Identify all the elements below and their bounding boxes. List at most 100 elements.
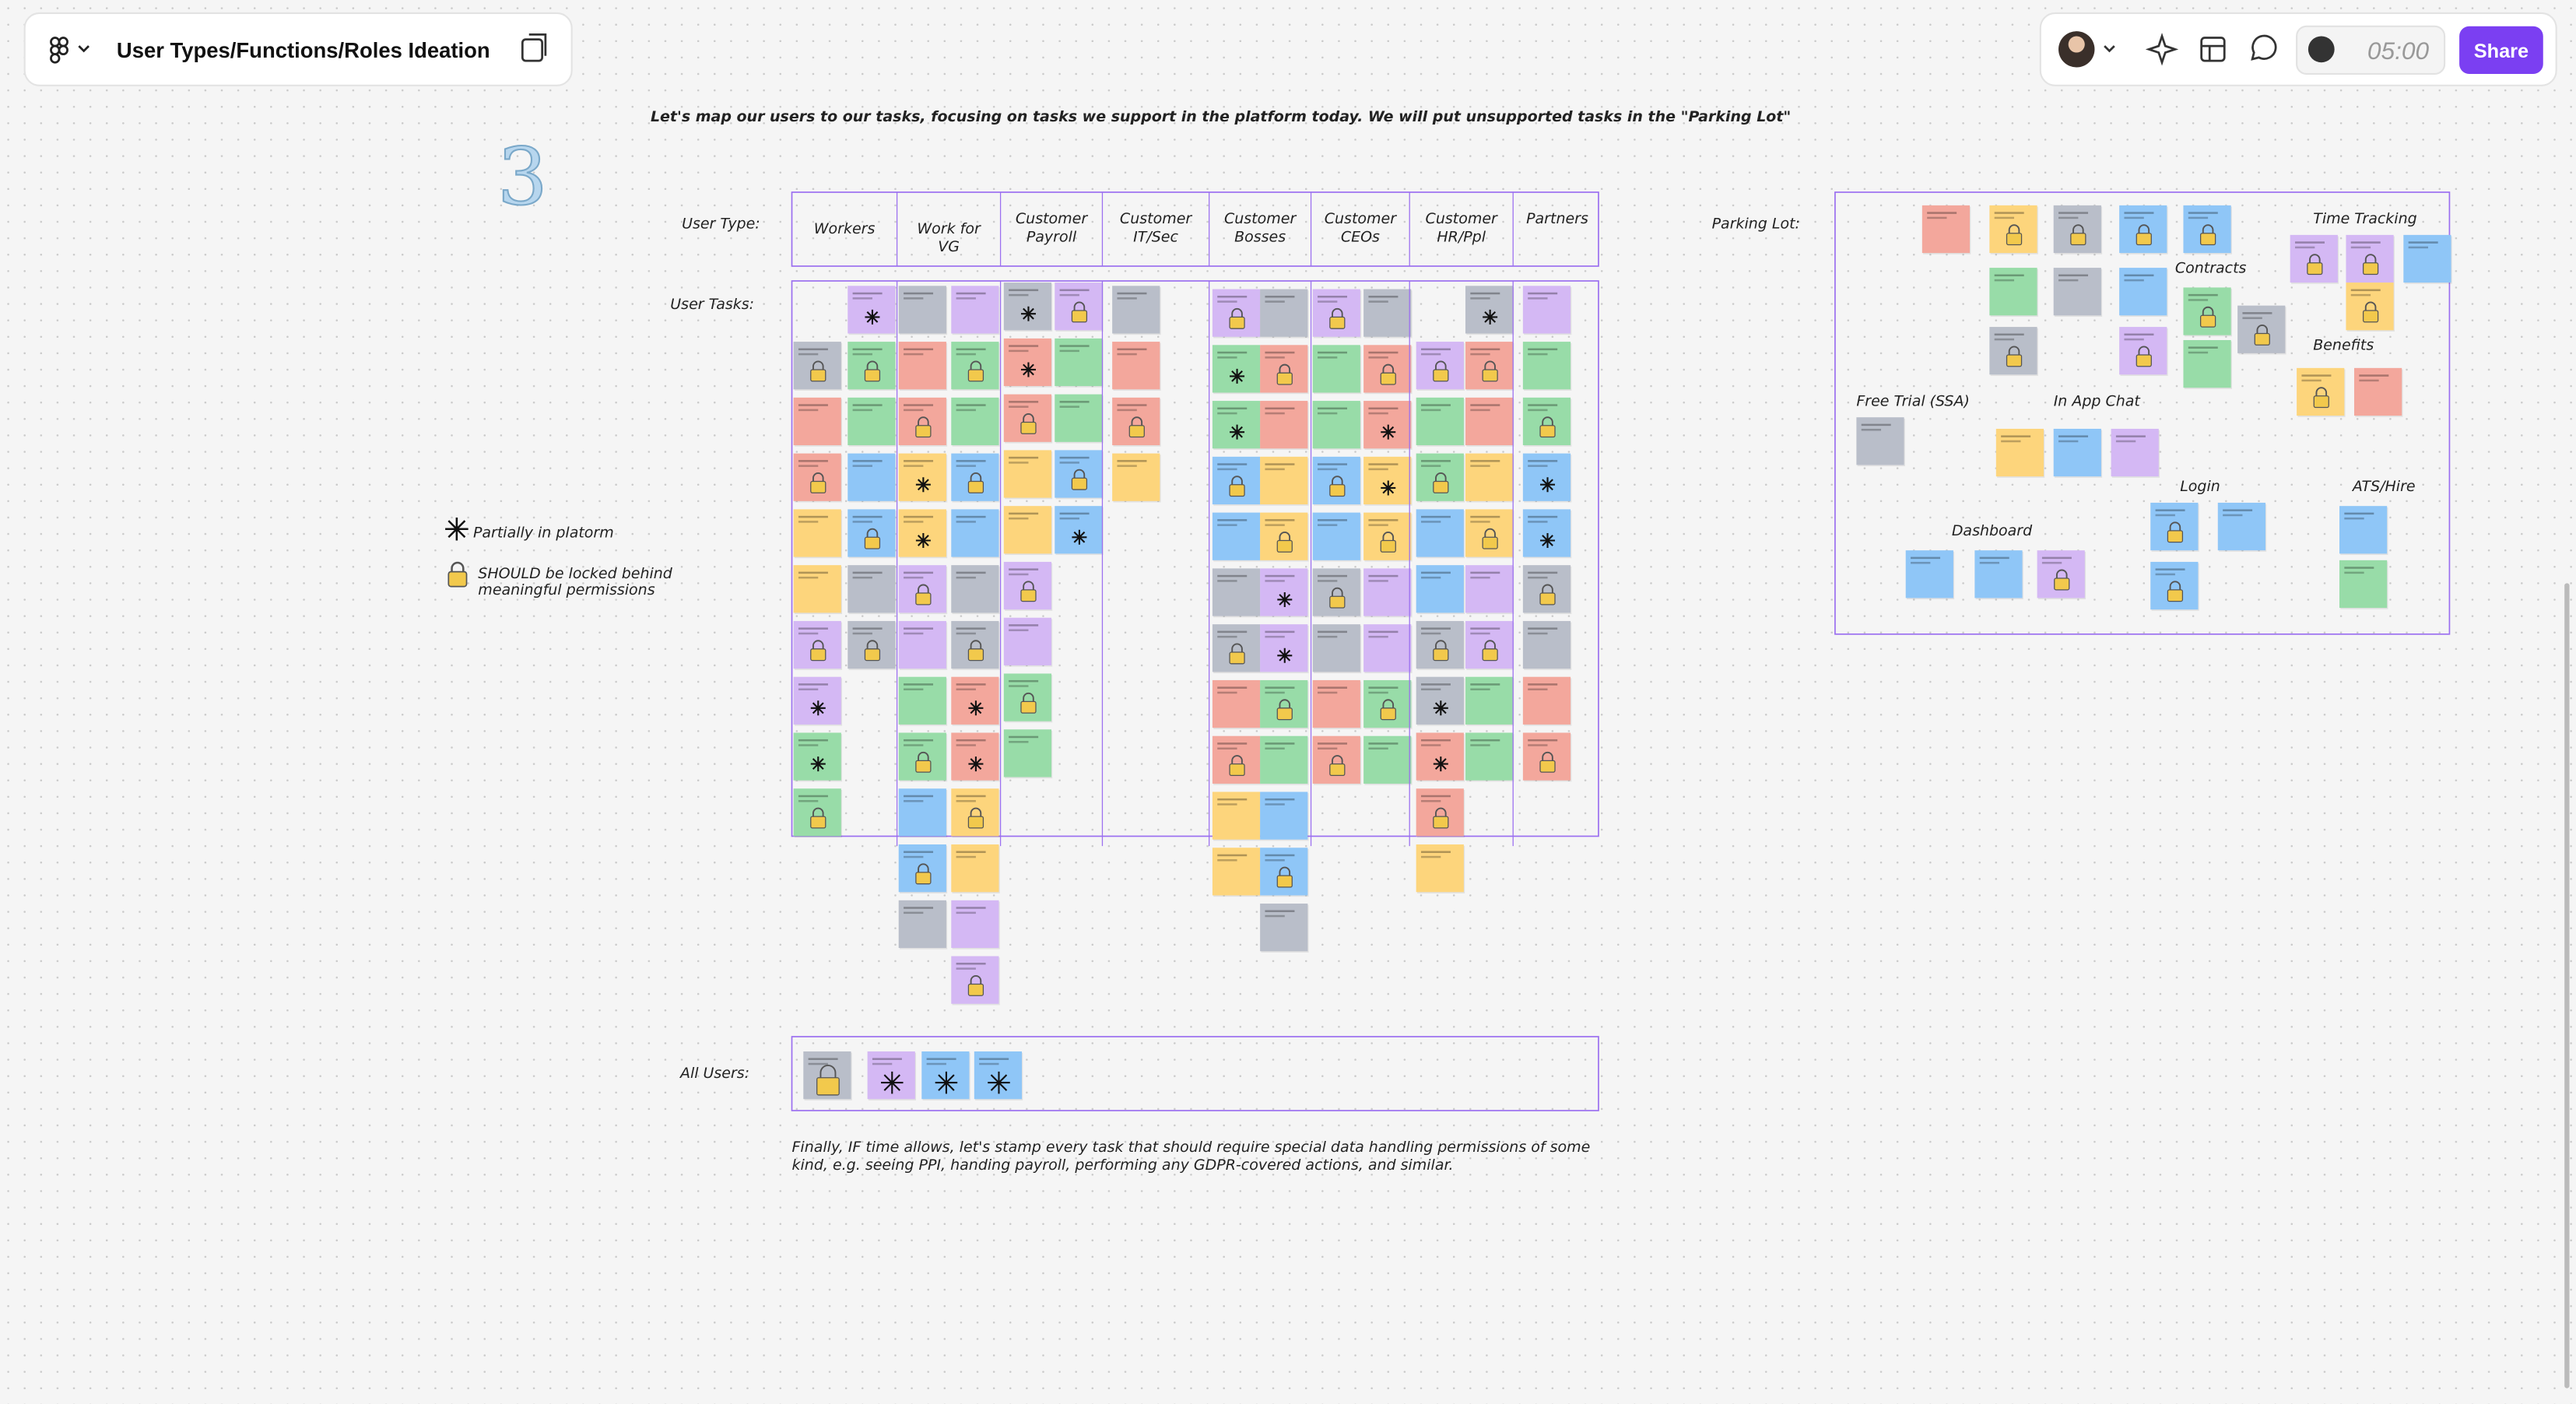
sticky-note — [1465, 453, 1514, 503]
sticky-note — [1312, 679, 1362, 729]
sticky-text-line — [1217, 854, 1248, 857]
sticky-text-line — [1368, 300, 1388, 303]
sticky-note — [898, 565, 948, 615]
comment-button[interactable] — [2251, 34, 2277, 61]
sticky-text-line — [956, 576, 976, 579]
lock-shackle — [866, 640, 879, 649]
sticky-text-line — [852, 571, 883, 574]
lock-shackle — [866, 360, 879, 370]
sticky-note — [1363, 289, 1413, 339]
sticky-note — [848, 453, 897, 503]
sticky-text-line — [2058, 279, 2079, 282]
sticky-body — [1363, 735, 1412, 784]
sticky-body — [2353, 367, 2402, 416]
sticky-text-line — [1217, 686, 1248, 689]
sticky-note — [951, 732, 1000, 782]
lock-shackle — [970, 640, 982, 649]
timer-box[interactable] — [2296, 25, 2446, 75]
share-button[interactable] — [2459, 26, 2543, 74]
lock-shackle — [1279, 532, 1291, 541]
share-label[interactable]: Share — [2474, 40, 2529, 62]
scrollbar — [2564, 583, 2570, 1388]
sticky-text-line — [1265, 635, 1285, 638]
lock-body — [1020, 421, 1037, 434]
lock-body — [810, 480, 826, 493]
sticky-note — [2353, 367, 2403, 417]
sticky-note — [1003, 561, 1053, 611]
layout-icon — [2201, 44, 2225, 61]
sticky-text-line — [1368, 686, 1399, 689]
sticky-text-line — [1317, 351, 1347, 354]
sticky-text-line — [1217, 574, 1248, 577]
sticky-body — [848, 453, 896, 501]
sticky-note — [2119, 205, 2168, 254]
file-title[interactable]: User Types/Functions/Roles Ideation — [117, 38, 490, 62]
sticky-body — [1989, 268, 2037, 316]
user-tasks-frame — [791, 280, 1599, 837]
sticky-text-line — [1265, 468, 1285, 471]
sticky-note — [1989, 205, 2038, 254]
lock-shackle — [1279, 699, 1291, 708]
timer-avatar — [2308, 36, 2335, 63]
lock-shackle — [2202, 224, 2214, 233]
pages-button[interactable] — [521, 33, 547, 62]
sticky-text-line — [904, 409, 924, 412]
lock-body — [1539, 760, 1556, 773]
sticky-text-line — [1994, 338, 2015, 341]
legend-locked-box: SHOULD be locked behind meaningful permi… — [478, 567, 672, 599]
sticky-body — [1003, 506, 1052, 554]
sticky-text-line — [1528, 348, 1558, 351]
sticky-body — [974, 1051, 1023, 1100]
sticky-note — [2290, 234, 2339, 284]
sticky-body — [2053, 268, 2101, 316]
layout-button[interactable] — [2200, 37, 2226, 62]
sticky-text-line — [1059, 293, 1079, 297]
lock-body — [1276, 372, 1293, 385]
sticky-note — [2053, 205, 2103, 254]
sticky-note — [1260, 904, 1309, 953]
sticky-text-line — [1059, 401, 1090, 403]
sticky-text-line — [1470, 409, 1490, 412]
sticky-text-line — [1317, 630, 1347, 634]
sticky-text-line — [926, 1058, 956, 1060]
sticky-note — [1212, 456, 1262, 506]
sticky-text-line — [1420, 855, 1441, 858]
ai-button[interactable] — [2145, 33, 2179, 66]
sticky-text-line — [1420, 571, 1451, 574]
sticky-text-line — [1368, 351, 1399, 354]
sticky-text-line — [2115, 440, 2136, 443]
lock-shackle — [1484, 640, 1496, 649]
sticky-text-line — [1470, 521, 1490, 523]
sticky-note — [2346, 283, 2395, 332]
sticky-text-line — [808, 1058, 838, 1060]
sticky-text-line — [979, 1062, 999, 1065]
sticky-note — [898, 397, 948, 447]
sticky-text-line — [2359, 379, 2379, 382]
sticky-note — [1003, 450, 1053, 500]
sticky-text-line — [904, 855, 924, 858]
lock-shackle — [918, 863, 929, 872]
avatar-menu[interactable] — [2104, 45, 2115, 53]
sticky-text-line — [1861, 428, 1882, 431]
sticky-text-line — [2058, 274, 2089, 277]
menu-button[interactable] — [50, 37, 89, 64]
lock-shackle — [1023, 581, 1034, 590]
sticky-text-line — [904, 688, 924, 691]
sticky-text-line — [956, 744, 976, 746]
sticky-text-line — [904, 576, 924, 579]
sticky-text-line — [852, 348, 883, 351]
sticky-text-line — [1217, 463, 1248, 465]
parking-group-label: ATS/Hire — [2351, 478, 2416, 495]
parking-group-label: Benefits — [2313, 337, 2374, 354]
sticky-body — [1465, 676, 1514, 725]
column-header-box: Customer CEOs — [1325, 212, 1396, 246]
sticky-text-line — [852, 404, 883, 406]
sticky-text-line — [1420, 632, 1441, 635]
sticky-body — [1465, 453, 1514, 501]
lock-shackle — [1231, 643, 1243, 653]
sticky-text-line — [1528, 632, 1548, 635]
sticky-text-line — [798, 800, 819, 802]
lock-body — [2199, 233, 2216, 246]
sticky-text-line — [1420, 353, 1441, 356]
lock-body — [1276, 707, 1293, 721]
